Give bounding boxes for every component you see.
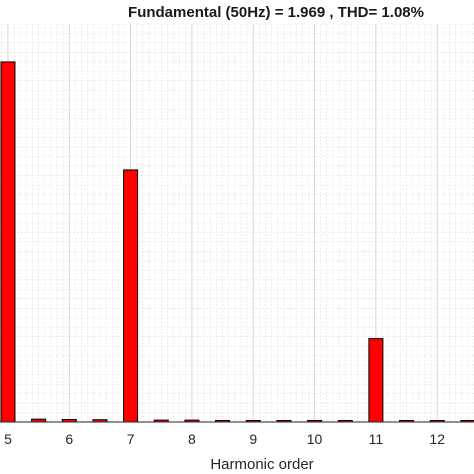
bars [0,61,474,423]
x-tick-labels: 5 6 7 8 9 10 11 12 [4,431,445,447]
x-tick-label: 9 [249,431,257,447]
x-tick-label: 7 [127,431,135,447]
x-tick-label: 8 [188,431,196,447]
x-tick-label: 12 [429,431,445,447]
grid [0,23,474,423]
x-tick-label: 10 [307,431,323,447]
x-axis-label: Harmonic order [210,456,313,473]
bar-harmonic-7 [123,169,139,423]
bar-harmonic-11 [368,338,384,423]
x-tick-label: 5 [4,431,12,447]
chart-title: Fundamental (50Hz) = 1.969 , THD= 1.08% [128,4,424,21]
x-tick-label: 6 [65,431,73,447]
bar-harmonic-5 [0,61,16,423]
x-tick-label: 11 [369,431,384,447]
